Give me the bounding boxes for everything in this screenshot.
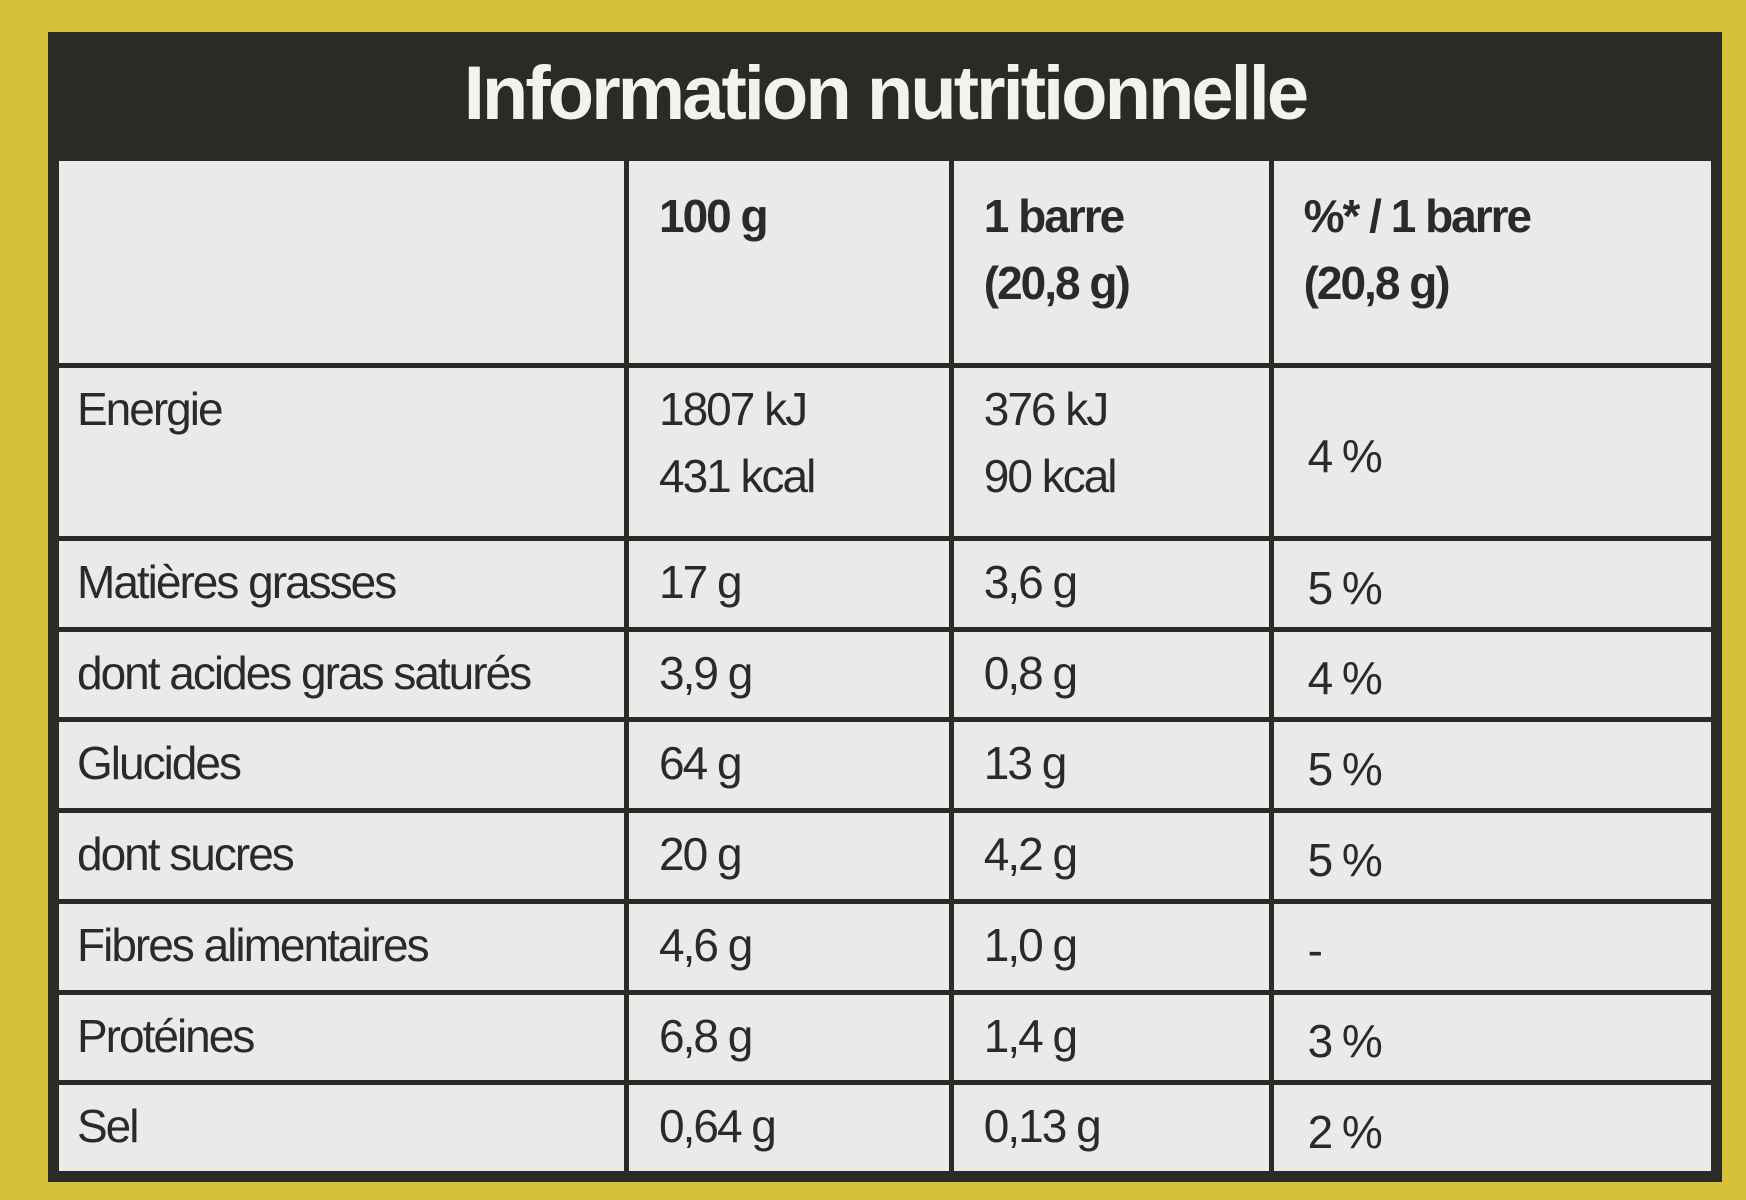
cell-text: 4 % xyxy=(1307,429,1383,482)
table-cell: 5 % xyxy=(1268,808,1717,904)
cell-text: Glucides xyxy=(77,737,242,790)
cell-text: 4,6 g xyxy=(659,918,753,971)
table-cell: 17 g xyxy=(624,536,954,632)
table-row: Matières grasses 17 g 3,6 g 5 % xyxy=(54,536,1717,632)
table-cell: 0,13 g xyxy=(948,1080,1274,1176)
table-cell: 4 % xyxy=(1268,363,1717,541)
table-row: Glucides 64 g 13 g 5 % xyxy=(54,717,1717,814)
cell-text: 2 % xyxy=(1307,1105,1383,1158)
table-cell: %* / 1 barre (20,8 g) xyxy=(1268,156,1717,368)
table-cell: 0,64 g xyxy=(624,1080,954,1176)
cell-text: 5 % xyxy=(1307,833,1383,886)
table-cell: Glucides xyxy=(54,717,629,814)
table-cell: 6,8 g xyxy=(624,989,954,1086)
table-cell: 4,2 g xyxy=(948,808,1274,904)
table-cell: Protéines xyxy=(54,989,629,1086)
cell-text: Energie xyxy=(77,383,224,435)
cell-text: 0,13 g xyxy=(983,1100,1102,1153)
table-cell: 4 % xyxy=(1268,626,1717,723)
cell-text: 1 barre xyxy=(983,190,1125,242)
cell-text: dont acides gras saturés xyxy=(77,646,532,699)
table-cell: 20 g xyxy=(624,808,954,904)
table-cell: 3 % xyxy=(1268,989,1717,1086)
cell-text: 64 g xyxy=(659,737,743,790)
cell-text: 1,0 g xyxy=(983,918,1078,971)
table-cell xyxy=(54,156,629,368)
table-cell: 13 g xyxy=(948,717,1274,814)
cell-text: %* / 1 barre xyxy=(1303,190,1533,242)
table-cell: 2 % xyxy=(1268,1080,1717,1176)
cell-text: 0,8 g xyxy=(983,646,1078,699)
cell-text: 20 g xyxy=(659,828,743,881)
table-cell: 0,8 g xyxy=(948,626,1274,723)
table-row: dont acides gras saturés 3,9 g 0,8 g 4 % xyxy=(54,626,1717,723)
table-row: Fibres alimentaires 4,6 g 1,0 g - xyxy=(54,898,1717,995)
table-cell: 1,4 g xyxy=(948,989,1274,1086)
cell-text: 4,2 g xyxy=(983,828,1078,881)
cell-text: 17 g xyxy=(659,556,743,608)
cell-text: 90 kcal xyxy=(983,449,1118,502)
table-cell: Sel xyxy=(54,1080,629,1176)
table-cell: 3,9 g xyxy=(624,626,954,723)
cell-text: (20,8 g) xyxy=(983,256,1131,309)
cell-text: 431 kcal xyxy=(659,449,816,502)
cell-text: 1,4 g xyxy=(983,1009,1078,1062)
table-cell: 1807 kJ 431 kcal xyxy=(624,363,954,541)
table-cell: dont acides gras saturés xyxy=(54,626,629,723)
table-cell: 1,0 g xyxy=(948,898,1274,995)
table-row: Protéines 6,8 g 1,4 g 3 % xyxy=(54,989,1717,1086)
cell-text: 0,64 g xyxy=(659,1100,777,1153)
header-row: 100 g 1 barre (20,8 g) %* / 1 barre (20,8 g) xyxy=(54,156,1717,368)
cell-text: Matières grasses xyxy=(77,556,397,608)
table-row: Energie 1807 kJ 431 kcal 376 kJ 90 kcal 4 % xyxy=(54,363,1717,541)
table-cell: 3,6 g xyxy=(948,536,1274,632)
cell-text: Fibres alimentaires xyxy=(77,918,430,971)
title: Information nutritionnelle xyxy=(463,51,1309,136)
table-cell: - xyxy=(1268,898,1717,995)
cell-text: dont sucres xyxy=(77,828,295,881)
cell-text: 3,6 g xyxy=(983,556,1078,608)
table-cell: 64 g xyxy=(624,717,954,814)
table-cell: 4,6 g xyxy=(624,898,954,995)
cell-text: 4 % xyxy=(1307,652,1383,705)
table-cell: 376 kJ 90 kcal xyxy=(948,363,1274,541)
cell-text: 5 % xyxy=(1307,742,1383,795)
table-cell: Energie xyxy=(54,363,629,541)
table-cell: Fibres alimentaires xyxy=(54,898,629,995)
table-cell: dont sucres xyxy=(54,808,629,904)
table-row: dont sucres 20 g 4,2 g 5 % xyxy=(54,808,1717,904)
cell-text: (20,8 g) xyxy=(1303,256,1451,309)
table-cell: 5 % xyxy=(1268,536,1717,632)
table-cell: 5 % xyxy=(1268,717,1717,814)
cell-text: 1807 kJ xyxy=(659,383,808,435)
cell-text: Protéines xyxy=(77,1009,255,1062)
cell-text: 5 % xyxy=(1307,561,1383,614)
cell-text: - xyxy=(1307,924,1323,977)
table-cell: 100 g xyxy=(624,156,954,368)
cell-text: 376 kJ xyxy=(983,383,1110,435)
cell-text: 6,8 g xyxy=(659,1009,753,1062)
table-row: Sel 0,64 g 0,13 g 2 % xyxy=(54,1080,1717,1176)
cell-text: 3,9 g xyxy=(659,646,753,699)
table-cell: 1 barre (20,8 g) xyxy=(948,156,1274,368)
cell-text: Sel xyxy=(77,1100,139,1153)
nutrition-panel: Information nutritionnelle 100 g 1 barre (… xyxy=(48,32,1722,1182)
nutrition-table: 100 g 1 barre (20,8 g) %* / 1 barre (20,8 g)… xyxy=(54,156,1717,1176)
table-cell: Matières grasses xyxy=(54,536,629,632)
cell-text: 100 g xyxy=(659,190,769,242)
cell-text: 13 g xyxy=(983,737,1068,790)
cell-text: 3 % xyxy=(1307,1015,1383,1068)
